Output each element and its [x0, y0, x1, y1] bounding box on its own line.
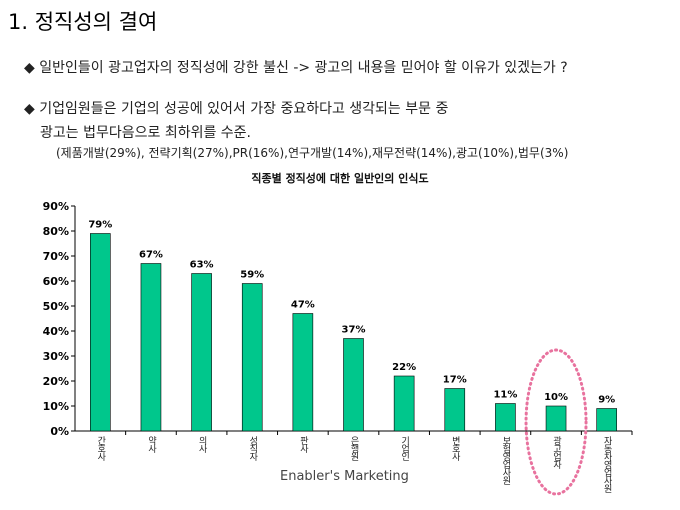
y-tick-label: 90% — [43, 200, 69, 213]
x-tick-label: 기업인 — [399, 436, 410, 460]
data-label: 67% — [139, 250, 163, 261]
data-label: 10% — [544, 392, 568, 403]
data-label: 47% — [291, 300, 315, 311]
y-tick-label: 80% — [43, 225, 69, 238]
highlight-ellipse — [524, 348, 588, 496]
bullet-1: ◆ 일반인들이 광고업자의 정직성에 강한 불신 -> 광고의 내용을 믿어야 … — [24, 57, 568, 77]
y-tick-label: 30% — [43, 350, 69, 363]
x-tick-label: 은행원 — [348, 436, 359, 460]
x-tick-label: 의사 — [196, 436, 207, 452]
data-label: 22% — [392, 362, 416, 373]
bar — [292, 313, 314, 432]
page-title: 1. 정직성의 결여 — [8, 10, 158, 34]
bullet-text: 기업임원들은 기업의 성공에 있어서 가장 중요하다고 생각되는 부문 중 — [39, 101, 449, 117]
footer-text: Enabler's Marketing — [280, 469, 409, 484]
bullet-2-line2: 광고는 법무다음으로 최하위를 수준. — [40, 125, 251, 141]
x-tick-label: 자동차영업사원 — [601, 436, 612, 492]
bar — [495, 403, 516, 432]
y-tick-label: 10% — [43, 400, 69, 413]
bullet-2: ◆ 기업임원들은 기업의 성공에 있어서 가장 중요하다고 생각되는 부문 중 — [24, 98, 448, 118]
x-tick-label: 보험영업사원 — [500, 436, 511, 484]
x-tick-label: 광고업자 — [551, 436, 562, 468]
bar — [545, 405, 567, 432]
data-label: 59% — [240, 270, 264, 281]
bullet-2-note: (제품개발(29%), 전략기획(27%),PR(16%),연구개발(14%),… — [56, 146, 569, 160]
bar — [241, 283, 263, 432]
y-tick-label: 60% — [43, 275, 69, 288]
y-tick-label: 20% — [43, 375, 69, 388]
bar — [444, 388, 466, 432]
bar — [191, 273, 212, 432]
y-tick-label: 40% — [43, 325, 69, 338]
x-tick-label: 변호사 — [449, 436, 460, 460]
bar — [393, 375, 415, 432]
diamond-bullet-icon: ◆ — [24, 60, 35, 76]
y-tick-label: 0% — [50, 425, 69, 438]
data-label: 17% — [443, 375, 467, 386]
data-label: 11% — [493, 390, 517, 401]
x-tick-label: 약사 — [145, 436, 156, 452]
bar — [140, 263, 162, 432]
y-tick-label: 50% — [43, 300, 69, 313]
bar — [343, 338, 364, 432]
y-tick-label: 70% — [43, 250, 69, 263]
data-label: 37% — [342, 325, 366, 336]
x-tick-label: 성직자 — [247, 436, 258, 460]
x-tick-label: 간호사 — [95, 436, 106, 460]
bar — [596, 408, 617, 432]
data-label: 9% — [598, 395, 615, 406]
chart-title: 직종별 정직성에 대한 일반인의 인식도 — [251, 172, 429, 185]
data-label: 79% — [88, 220, 112, 231]
bar — [90, 233, 111, 432]
data-label: 63% — [190, 260, 214, 271]
x-tick-label: 판사 — [297, 436, 308, 452]
diamond-bullet-icon: ◆ — [24, 101, 35, 117]
bullet-text: 일반인들이 광고업자의 정직성에 강한 불신 -> 광고의 내용을 믿어야 할 … — [39, 60, 568, 76]
